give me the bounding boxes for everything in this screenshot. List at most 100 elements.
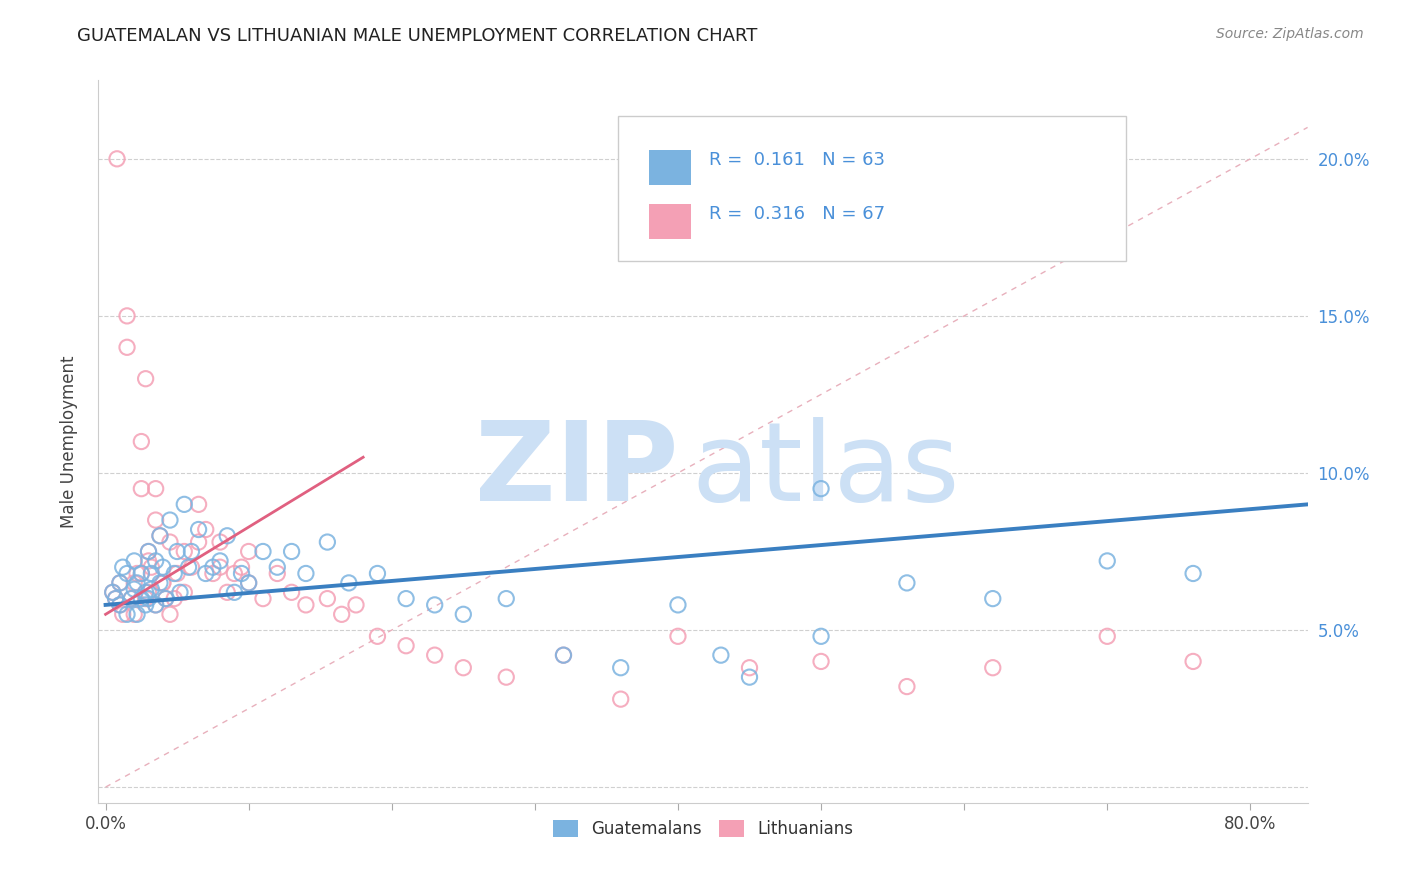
Point — [145, 513, 167, 527]
Point — [131, 566, 153, 581]
Point — [105, 152, 128, 166]
Point — [453, 607, 475, 622]
Point — [423, 598, 446, 612]
Point — [810, 629, 832, 643]
Point — [896, 575, 918, 590]
Point — [163, 591, 186, 606]
Point — [1182, 655, 1205, 669]
Bar — [648, 204, 690, 239]
Point — [666, 598, 689, 612]
Point — [738, 670, 761, 684]
Point — [159, 535, 181, 549]
Point — [810, 482, 832, 496]
Legend: Guatemalans, Lithuanians: Guatemalans, Lithuanians — [547, 814, 859, 845]
FancyBboxPatch shape — [619, 117, 1126, 260]
Point — [120, 591, 142, 606]
Point — [224, 585, 246, 599]
Point — [149, 575, 172, 590]
Point — [138, 554, 160, 568]
Point — [1097, 629, 1119, 643]
Point — [366, 566, 388, 581]
Point — [166, 566, 188, 581]
Point — [169, 585, 191, 599]
Point — [145, 482, 167, 496]
Point — [344, 598, 367, 612]
Point — [120, 591, 142, 606]
Y-axis label: Male Unemployment: Male Unemployment — [59, 355, 77, 528]
Point — [495, 670, 517, 684]
Point — [316, 591, 339, 606]
Point — [231, 566, 253, 581]
Point — [152, 575, 174, 590]
Point — [145, 554, 167, 568]
Text: GUATEMALAN VS LITHUANIAN MALE UNEMPLOYMENT CORRELATION CHART: GUATEMALAN VS LITHUANIAN MALE UNEMPLOYME… — [77, 27, 758, 45]
Point — [187, 535, 209, 549]
Point — [122, 575, 145, 590]
Point — [104, 591, 127, 606]
Point — [280, 585, 302, 599]
Point — [453, 661, 475, 675]
Point — [149, 529, 172, 543]
Point — [609, 661, 631, 675]
Point — [131, 591, 153, 606]
Text: R =  0.316   N = 67: R = 0.316 N = 67 — [709, 205, 886, 223]
Point — [553, 648, 575, 662]
Point — [173, 544, 195, 558]
Point — [896, 680, 918, 694]
Point — [280, 544, 302, 558]
Point — [710, 648, 733, 662]
Point — [141, 582, 163, 597]
Point — [810, 655, 832, 669]
Point — [138, 591, 160, 606]
Point — [209, 554, 232, 568]
Point — [163, 566, 186, 581]
Point — [173, 585, 195, 599]
Point — [135, 585, 157, 599]
Point — [122, 582, 145, 597]
Point — [209, 535, 232, 549]
Point — [159, 607, 181, 622]
Point — [104, 591, 127, 606]
Point — [149, 529, 172, 543]
Point — [266, 560, 288, 574]
Point — [152, 575, 174, 590]
Point — [101, 585, 124, 599]
Point — [194, 523, 217, 537]
Point — [101, 585, 124, 599]
Text: Source: ZipAtlas.com: Source: ZipAtlas.com — [1216, 27, 1364, 41]
Point — [135, 372, 157, 386]
Point — [108, 575, 131, 590]
Point — [295, 598, 318, 612]
Point — [217, 529, 239, 543]
Point — [609, 692, 631, 706]
Point — [177, 560, 200, 574]
Point — [330, 607, 353, 622]
Point — [423, 648, 446, 662]
Point — [166, 544, 188, 558]
Point — [111, 607, 134, 622]
Point — [187, 497, 209, 511]
Point — [238, 575, 260, 590]
Point — [553, 648, 575, 662]
Point — [131, 566, 153, 581]
Point — [266, 566, 288, 581]
Point — [238, 544, 260, 558]
Point — [108, 598, 131, 612]
Point — [155, 591, 177, 606]
Point — [395, 591, 418, 606]
Point — [138, 544, 160, 558]
Point — [201, 560, 224, 574]
Point — [108, 598, 131, 612]
Point — [180, 560, 202, 574]
Point — [1097, 554, 1119, 568]
Point — [115, 607, 138, 622]
Point — [495, 591, 517, 606]
Point — [217, 585, 239, 599]
Point — [224, 566, 246, 581]
Point — [131, 434, 153, 449]
Point — [366, 629, 388, 643]
Point — [295, 566, 318, 581]
Point — [122, 607, 145, 622]
Point — [152, 560, 174, 574]
Point — [209, 560, 232, 574]
